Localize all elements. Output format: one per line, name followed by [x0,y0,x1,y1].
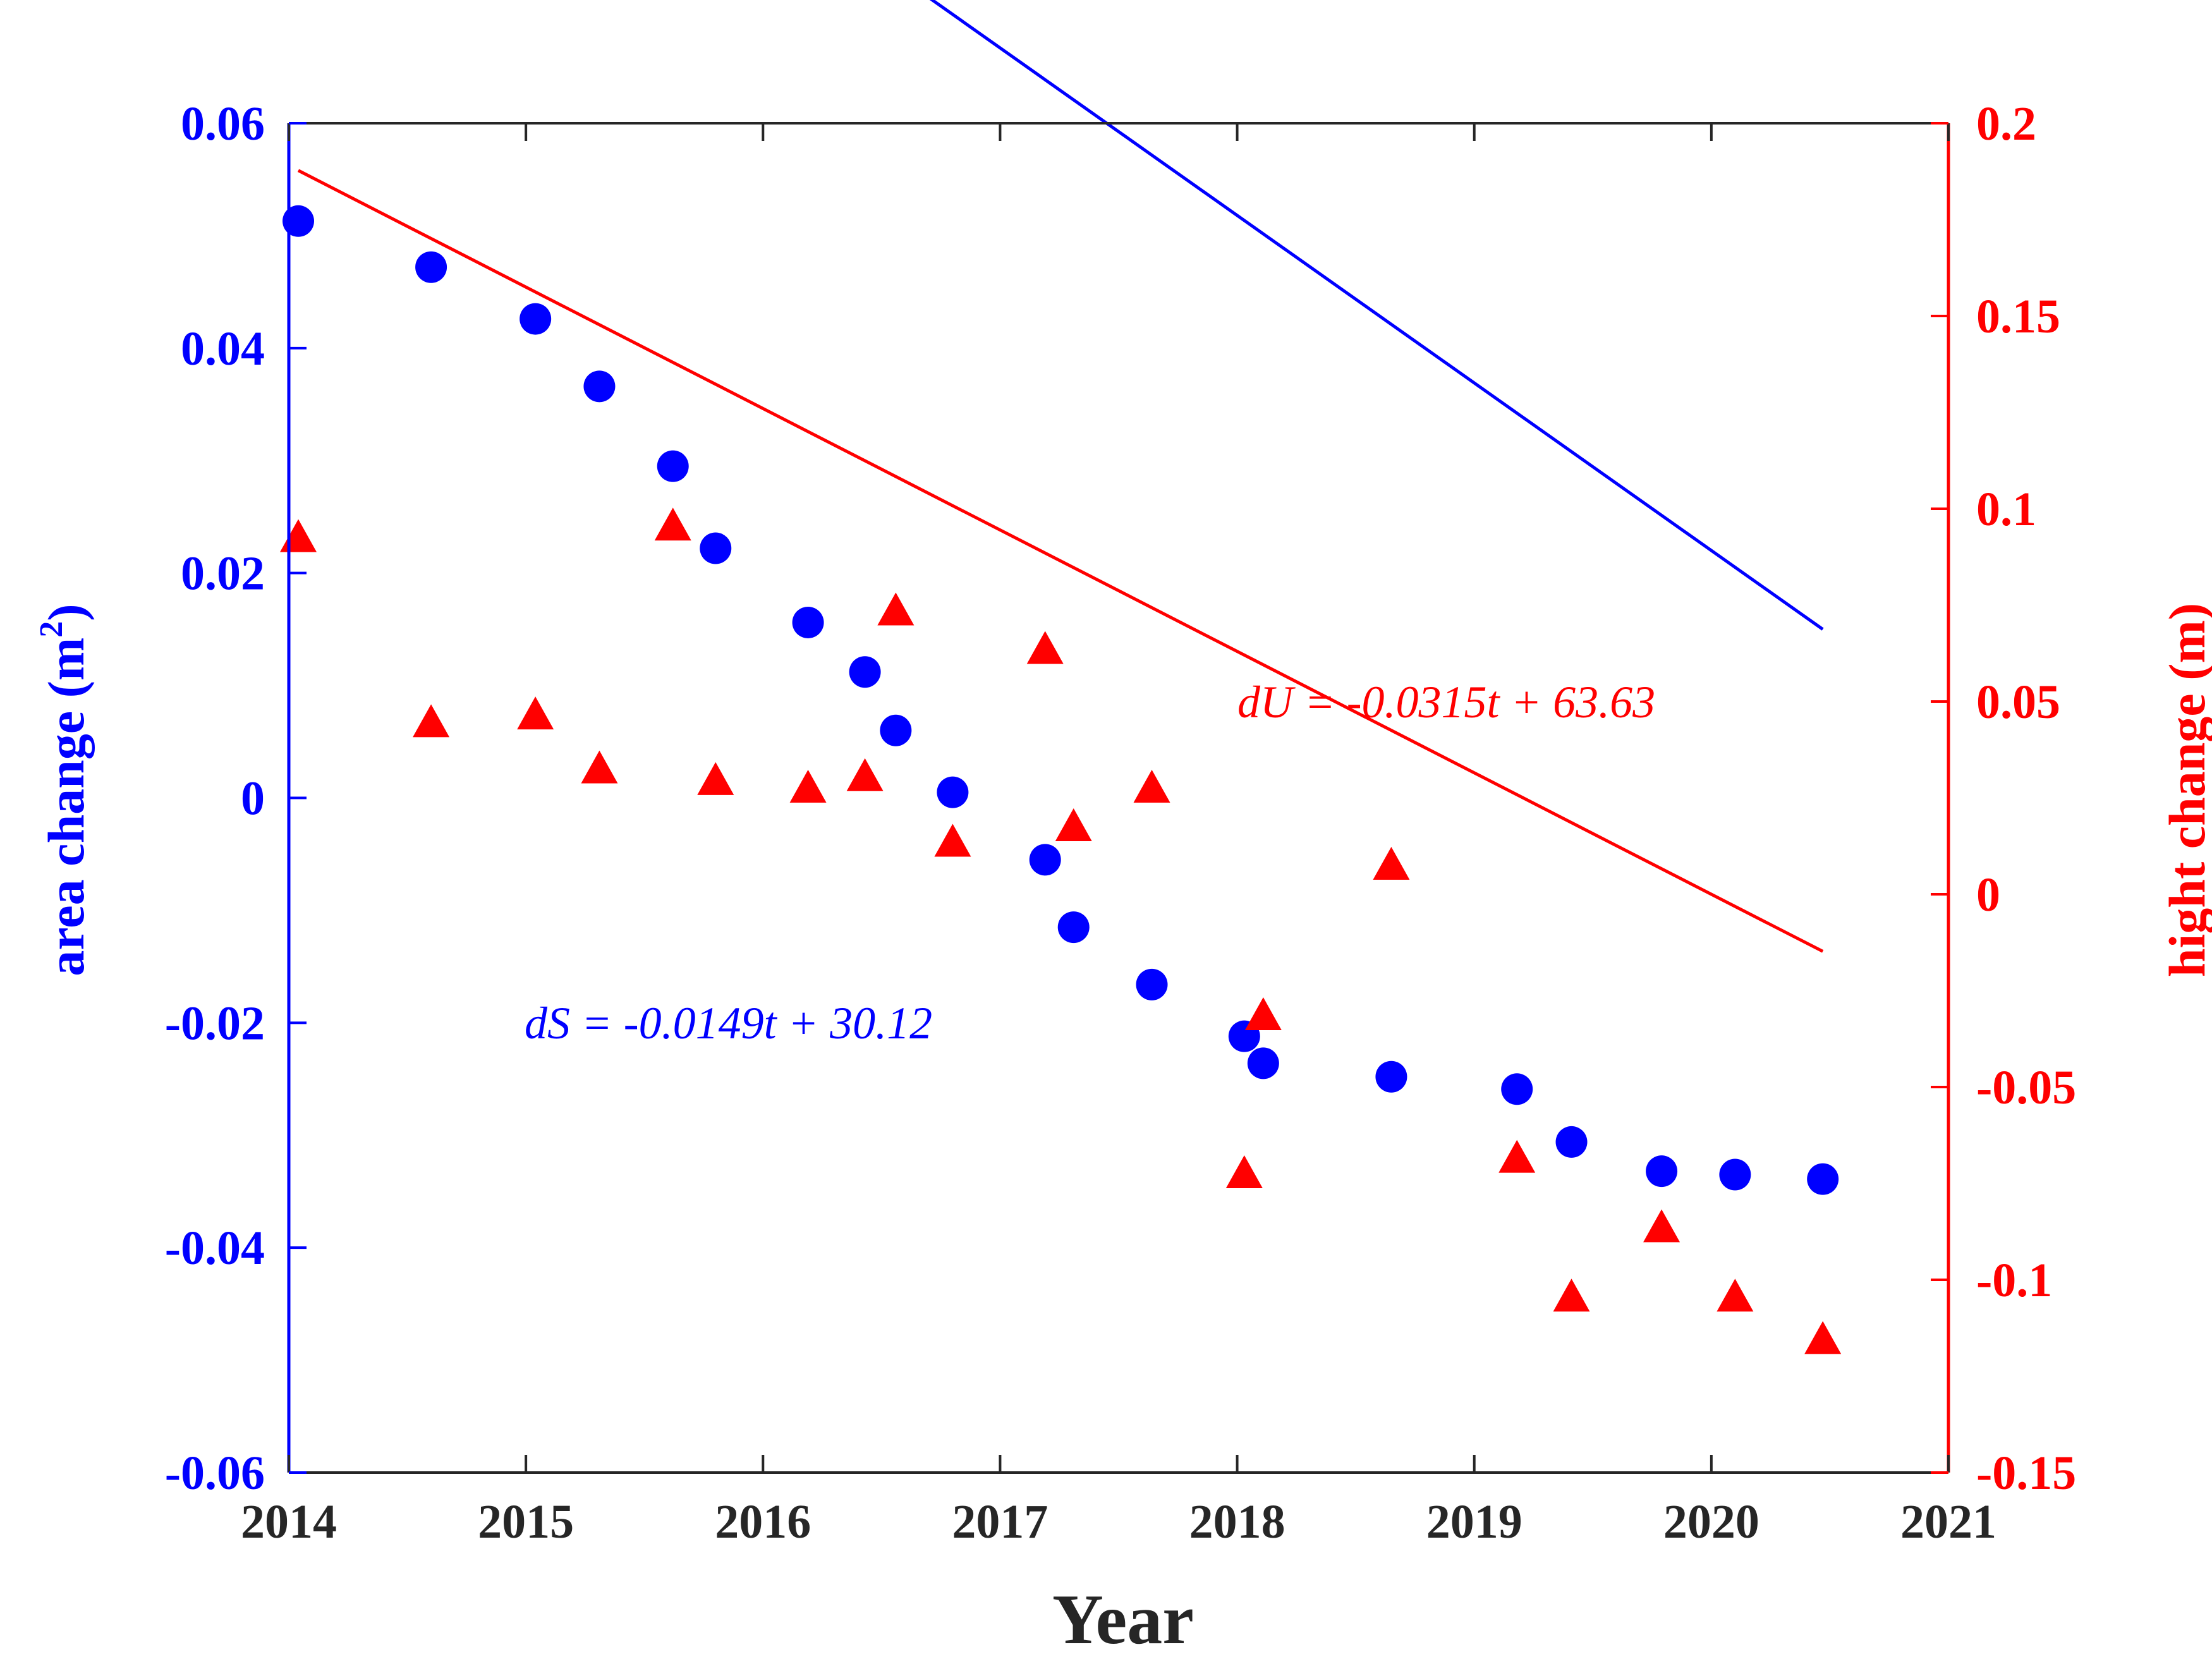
area-fit-equation: dS = -0.0149t + 30.12 [525,998,932,1048]
x-tick-label: 2016 [715,1495,811,1548]
area-data-point [880,714,912,746]
height-data-point [654,507,691,541]
left-y-axis-title-close: ) [37,604,95,621]
area-data-point [657,450,689,482]
area-data-point [283,205,315,237]
area-data-point [583,370,616,403]
left-y-axis-title: area change (m2) [33,604,95,976]
area-data-point [1136,968,1168,1000]
left-y-tick-label: -0.02 [165,997,265,1050]
fit-lines [297,0,1824,953]
height-data-point [846,758,884,791]
x-tick-label: 2018 [1189,1495,1285,1548]
height-data-point [1244,997,1282,1030]
x-axis-title: Year [1052,1581,1194,1659]
height-data-point [581,750,618,784]
right-y-axis-title: hight change (m) [2158,603,2212,977]
height-data-point [1055,808,1092,842]
right-y-tick-label: -0.05 [1976,1061,2076,1114]
area-data-point [1501,1073,1533,1105]
left-y-tick-label: 0.02 [181,547,265,600]
left-y-tick-label: 0.06 [181,97,265,150]
area-data-point [1057,911,1090,944]
right-y-tick-label: -0.1 [1976,1254,2052,1307]
area-data-point [1719,1158,1751,1191]
height-data-point [1133,770,1170,803]
x-tick-label: 2020 [1663,1495,1759,1548]
height-data-point [280,519,317,552]
right-y-tick-label: 0.1 [1976,483,2036,536]
x-tick-label: 2015 [478,1495,574,1548]
area-data-point [1555,1126,1588,1158]
height-data-point [934,823,971,857]
left-y-tick-label: 0.04 [181,322,265,375]
area-fit-line [929,0,1824,631]
right-y-tick-label: 0.05 [1976,676,2060,729]
left-y-tick-label: -0.06 [165,1447,265,1500]
height-data-point [1373,847,1410,880]
height-data-point [1225,1155,1263,1189]
area-data-point [1807,1163,1839,1195]
area-data-point [792,606,824,638]
area-data-point [520,303,552,335]
area-data-point [1029,844,1061,876]
area-data-point [700,532,732,564]
tick-labels: 2014 2015 2016 2017 2018 2019 2020 2021 -0.06 -0.… [165,97,2077,1548]
area-data-point [1646,1155,1678,1188]
x-tick-label: 2014 [241,1495,337,1548]
area-data-point [1247,1047,1279,1079]
x-tick-label: 2019 [1426,1495,1522,1548]
data-points [280,205,1842,1354]
area-data-point [849,656,881,688]
right-y-tick-label: 0.15 [1976,290,2060,343]
area-data-point [1375,1060,1407,1093]
height-data-point [1717,1279,1754,1312]
height-data-point [1026,631,1064,664]
height-data-point [1643,1209,1680,1243]
height-data-point [697,762,734,795]
left-y-axis-title-superscript: 2 [33,621,70,638]
left-y-tick-label: 0 [241,772,265,825]
height-data-point [1553,1279,1590,1312]
height-data-point [1804,1321,1842,1354]
x-tick-label: 2017 [952,1495,1048,1548]
right-y-tick-label: 0.2 [1976,97,2036,150]
height-data-point [413,704,450,738]
area-data-point [937,776,969,808]
height-data-point [877,592,915,626]
left-y-axis-title-main: area change (m [37,638,95,976]
height-data-point [517,696,554,730]
left-y-tick-label: -0.04 [165,1222,265,1275]
height-data-point [789,770,827,803]
right-y-tick-label: -0.15 [1976,1447,2076,1500]
x-tick-label: 2021 [1900,1495,1996,1548]
right-y-tick-label: 0 [1976,868,2000,921]
height-data-point [1498,1139,1536,1173]
height-fit-line [297,169,1824,953]
tick-marks [288,122,1950,1474]
height-fit-equation: dU = -0.0315t + 63.63 [1237,677,1655,727]
area-data-point [415,251,447,283]
